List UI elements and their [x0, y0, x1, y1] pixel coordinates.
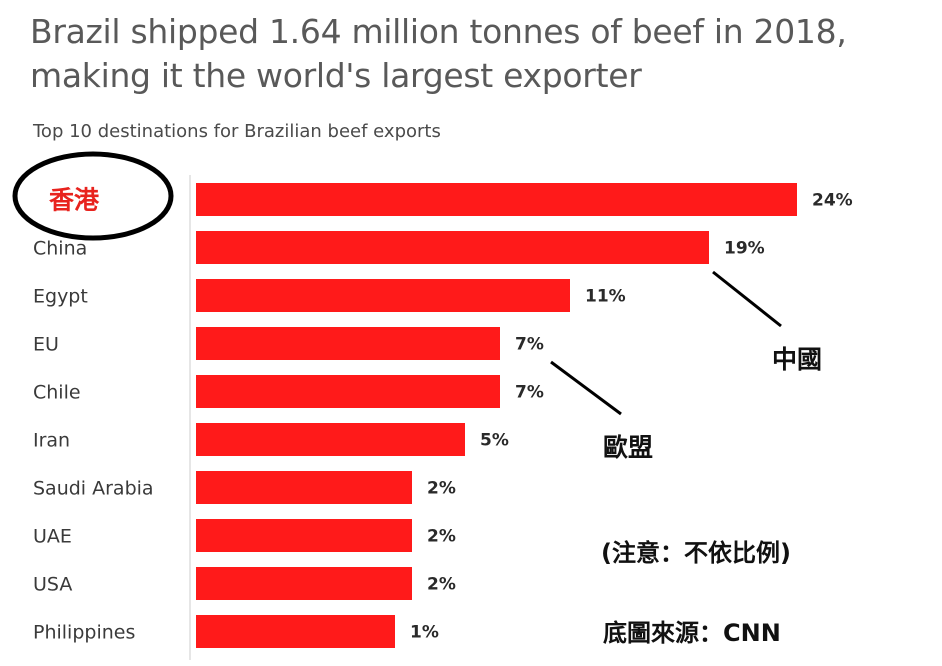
value-label-5: 5%	[480, 431, 509, 451]
value-label-6: 2%	[427, 479, 456, 499]
category-label-4: Chile	[33, 382, 81, 404]
value-label-2: 11%	[585, 287, 626, 307]
chart-title: Brazil shipped 1.64 million tonnes of be…	[30, 12, 847, 95]
bar-6	[196, 471, 412, 504]
bar-4	[196, 375, 500, 408]
value-label-4: 7%	[515, 383, 544, 403]
category-label-3: EU	[33, 334, 59, 356]
category-label-2: Egypt	[33, 286, 88, 308]
highlight-circle	[12, 151, 174, 241]
bar-2	[196, 279, 570, 312]
annotation-not-to-scale: (注意：不依比例)	[601, 539, 791, 567]
category-label-5: Iran	[33, 430, 70, 452]
category-label-6: Saudi Arabia	[33, 478, 154, 500]
annotation-eu: 歐盟	[603, 433, 654, 462]
bar-8	[196, 567, 412, 600]
value-label-3: 7%	[515, 335, 544, 355]
bar-0	[196, 183, 797, 216]
value-label-8: 2%	[427, 575, 456, 595]
value-label-1: 19%	[724, 239, 765, 259]
category-label-8: USA	[33, 574, 72, 596]
chart-subtitle: Top 10 destinations for Brazilian beef e…	[33, 121, 441, 142]
bar-9	[196, 615, 395, 648]
category-label-7: UAE	[33, 526, 72, 548]
category-label-0: 香港	[49, 186, 100, 215]
value-label-9: 1%	[410, 623, 439, 643]
annotation-source: 底圖來源：CNN	[603, 619, 781, 647]
bar-3	[196, 327, 500, 360]
bar-5	[196, 423, 465, 456]
value-label-0: 24%	[812, 191, 853, 211]
value-label-7: 2%	[427, 527, 456, 547]
china-pointer-line	[712, 270, 782, 328]
category-label-9: Philippines	[33, 622, 135, 644]
bar-7	[196, 519, 412, 552]
category-label-1: China	[33, 238, 87, 260]
eu-pointer-line	[550, 360, 622, 416]
bar-1	[196, 231, 709, 264]
annotation-china: 中國	[772, 345, 823, 374]
